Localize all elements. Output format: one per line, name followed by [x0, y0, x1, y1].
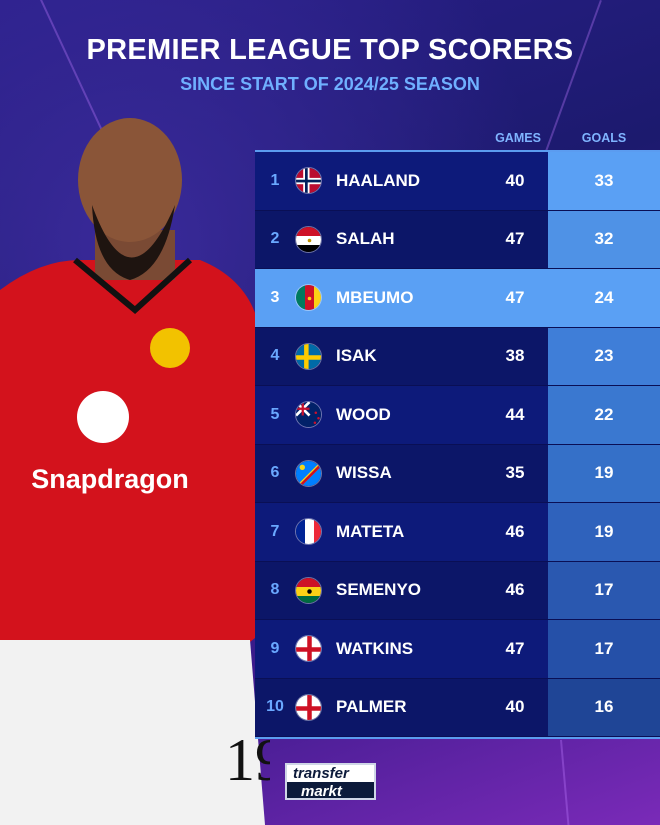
player-name: HAALAND [336, 170, 421, 190]
player-name: MBEUMO [336, 287, 414, 307]
rank: 10 [266, 698, 284, 716]
goals-value: 33 [548, 152, 660, 210]
rank: 7 [270, 522, 280, 540]
games-value: 46 [505, 580, 525, 600]
cameroon-flag-icon [295, 284, 322, 312]
goals-value: 23 [548, 327, 660, 385]
rank: 5 [270, 405, 280, 423]
rank: 8 [270, 581, 280, 599]
sponsor-text: Snapdragon [31, 464, 189, 494]
decor-line [560, 739, 571, 825]
goals-value: 19 [548, 503, 660, 561]
goals-value: 17 [548, 561, 660, 619]
table-row: 5 WOOD 44 22 [255, 386, 660, 445]
goals-value: 24 [594, 287, 614, 307]
player-photo: Snapdragon 19 [0, 118, 270, 825]
games-value: 40 [505, 170, 525, 190]
player-name: MATETA [336, 521, 405, 541]
rank: 1 [270, 171, 280, 189]
england-flag-icon [295, 635, 322, 663]
new-zealand-flag-icon [295, 401, 322, 429]
table-row: 3 MBEUMO 47 24 [255, 269, 660, 328]
goals-value: 32 [548, 210, 660, 268]
goals-value: 17 [548, 620, 660, 678]
column-header-goals: GOALS [581, 131, 627, 145]
table-row: 8 SEMENYO 46 17 [255, 561, 660, 620]
games-value: 46 [505, 521, 525, 541]
table-row: 10 PALMER 40 16 [255, 678, 660, 737]
table-row: 9 WATKINS 47 17 [255, 620, 660, 679]
france-flag-icon [295, 518, 322, 546]
games-value: 47 [505, 638, 525, 658]
scorers-table: 1 HAALAND 40 33 2 SALAH 47 32 3 MBEUMO 47 … [255, 150, 660, 739]
player-name: WOOD [336, 404, 391, 424]
rank: 3 [270, 288, 280, 306]
games-value: 35 [505, 463, 525, 483]
rank: 4 [270, 347, 280, 365]
player-name: WATKINS [336, 638, 414, 658]
sweden-flag-icon [295, 342, 322, 370]
table-row: 2 SALAH 47 32 [255, 210, 660, 269]
rank: 2 [270, 230, 280, 248]
goals-value: 19 [548, 444, 660, 502]
dr-congo-flag-icon [295, 459, 322, 487]
table-row: 7 MATETA 46 19 [255, 503, 660, 562]
games-value: 38 [505, 346, 525, 366]
games-value: 44 [505, 404, 525, 424]
column-header-games: GAMES [495, 131, 541, 145]
games-value: 47 [505, 287, 525, 307]
games-value: 47 [505, 229, 525, 249]
page-subtitle: SINCE START OF 2024/25 SEASON [180, 74, 480, 94]
page-title: PREMIER LEAGUE TOP SCORERS [86, 34, 574, 66]
table-row: 4 ISAK 38 23 [255, 327, 660, 386]
rank: 6 [270, 464, 280, 482]
player-name: ISAK [336, 346, 377, 366]
ghana-flag-icon [295, 576, 322, 604]
goals-value: 22 [548, 386, 660, 444]
player-name: SEMENYO [336, 580, 422, 600]
transfermarkt-logo: transfer markt [285, 763, 376, 800]
goals-value: 16 [548, 678, 660, 736]
games-value: 40 [505, 697, 525, 717]
player-name: WISSA [336, 463, 392, 483]
norway-flag-icon [295, 167, 322, 195]
rank: 9 [270, 639, 280, 657]
table-row: 1 HAALAND 40 33 [255, 152, 660, 211]
player-name: PALMER [336, 697, 407, 717]
table-row: 6 WISSA 35 19 [255, 444, 660, 503]
england-flag-icon [295, 693, 322, 721]
player-name: SALAH [336, 229, 395, 249]
egypt-flag-icon [295, 225, 322, 253]
